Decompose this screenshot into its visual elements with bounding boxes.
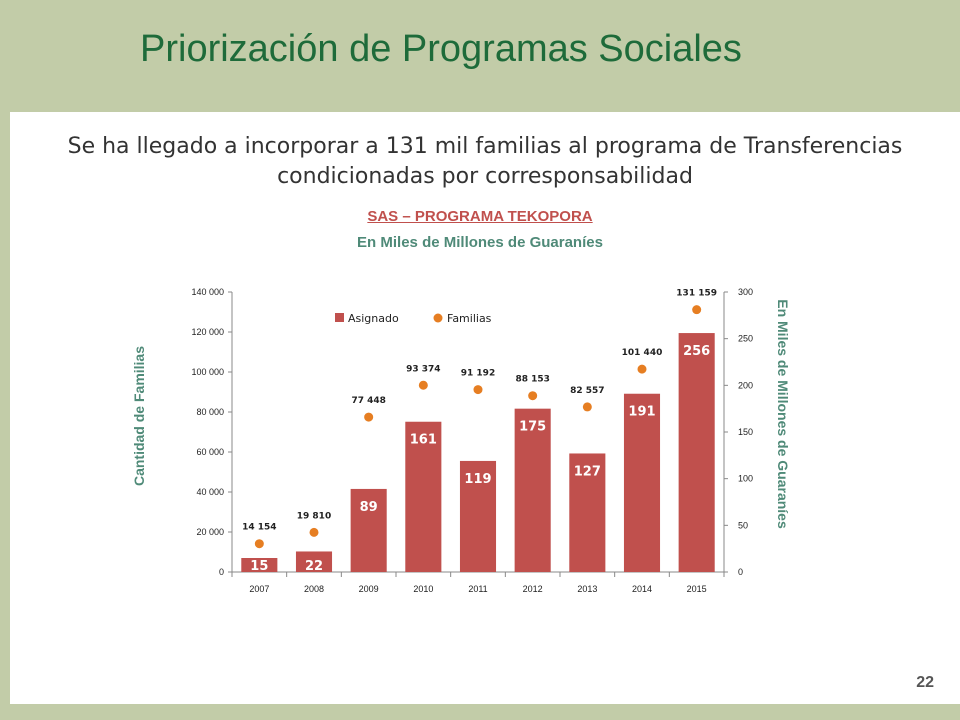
point-value-label: 88 153	[515, 375, 549, 385]
legend-label-asignado: Asignado	[348, 312, 399, 325]
bar-value-label: 191	[628, 405, 655, 420]
point-familias	[309, 527, 319, 537]
bar-asignado	[350, 488, 387, 572]
point-value-label: 77 448	[351, 396, 385, 406]
x-tick-label: 2015	[687, 584, 707, 594]
point-familias	[637, 364, 647, 374]
right-tick-label: 50	[738, 520, 748, 530]
bar-asignado	[405, 421, 442, 572]
y2-axis-title: En Miles de Millones de Guaraníes	[775, 299, 791, 529]
left-tick-label: 60 000	[196, 447, 224, 457]
right-tick-label: 200	[738, 380, 753, 390]
left-tick-label: 100 000	[191, 367, 224, 377]
right-tick-label: 150	[738, 427, 753, 437]
right-tick-label: 0	[738, 567, 743, 577]
point-familias	[473, 385, 483, 395]
bar-value-label: 89	[360, 500, 378, 515]
bar-value-label: 161	[410, 433, 437, 448]
y-axis-title: Cantidad de Familias	[131, 346, 147, 486]
x-tick-label: 2012	[523, 584, 543, 594]
point-value-label: 131 159	[676, 289, 717, 299]
header-divider	[0, 112, 960, 116]
point-familias	[418, 380, 428, 390]
bar-asignado	[241, 558, 278, 572]
right-tick-label: 250	[738, 334, 753, 344]
header-band	[0, 0, 960, 112]
x-tick-label: 2009	[359, 584, 379, 594]
left-tick-label: 120 000	[191, 327, 224, 337]
bar-value-label: 256	[683, 344, 710, 359]
point-value-label: 91 192	[461, 369, 495, 379]
point-familias	[582, 402, 592, 412]
point-familias	[528, 391, 538, 401]
chart-title: SAS – PROGRAMA TEKOPORA	[367, 208, 593, 225]
point-value-label: 19 810	[297, 511, 331, 521]
bar-value-label: 127	[574, 464, 601, 479]
x-tick-label: 2007	[249, 584, 269, 594]
left-accent-strip	[0, 0, 10, 720]
x-tick-label: 2014	[632, 584, 652, 594]
left-tick-label: 40 000	[196, 487, 224, 497]
right-tick-label: 300	[738, 287, 753, 297]
legend-label-familias: Familias	[447, 312, 492, 325]
page-number: 22	[916, 674, 934, 691]
x-tick-label: 2010	[413, 584, 433, 594]
point-value-label: 82 557	[570, 386, 604, 396]
bar-value-label: 22	[305, 559, 323, 574]
x-tick-label: 2008	[304, 584, 324, 594]
bar-asignado	[678, 333, 715, 572]
chart-subtitle: En Miles de Millones de Guaraníes	[357, 234, 603, 251]
point-value-label: 101 440	[622, 348, 663, 358]
x-tick-label: 2011	[468, 584, 487, 594]
bar-asignado	[295, 551, 333, 572]
footer-band	[0, 704, 960, 720]
bar-value-label: 119	[464, 472, 491, 487]
bar-value-label: 15	[250, 559, 268, 574]
point-value-label: 14 154	[242, 523, 276, 533]
bar-asignado	[514, 408, 551, 572]
left-tick-label: 80 000	[196, 407, 224, 417]
legend-swatch-asignado	[335, 313, 344, 322]
point-value-label: 93 374	[406, 364, 440, 374]
bar-asignado	[623, 393, 661, 572]
slide-title: Priorización de Programas Sociales	[140, 28, 742, 70]
left-tick-label: 140 000	[191, 287, 224, 297]
legend-swatch-familias	[433, 313, 443, 323]
x-tick-label: 2013	[577, 584, 597, 594]
left-tick-label: 20 000	[196, 527, 224, 537]
point-familias	[692, 305, 702, 315]
point-familias	[364, 412, 374, 422]
bar-asignado	[569, 453, 606, 572]
bar-value-label: 175	[519, 420, 546, 435]
point-familias	[254, 539, 264, 549]
slide-subtitle: Se ha llegado a incorporar a 131 mil fam…	[67, 134, 903, 189]
right-tick-label: 100	[738, 474, 753, 484]
left-tick-label: 0	[219, 567, 224, 577]
bar-asignado	[459, 460, 497, 572]
